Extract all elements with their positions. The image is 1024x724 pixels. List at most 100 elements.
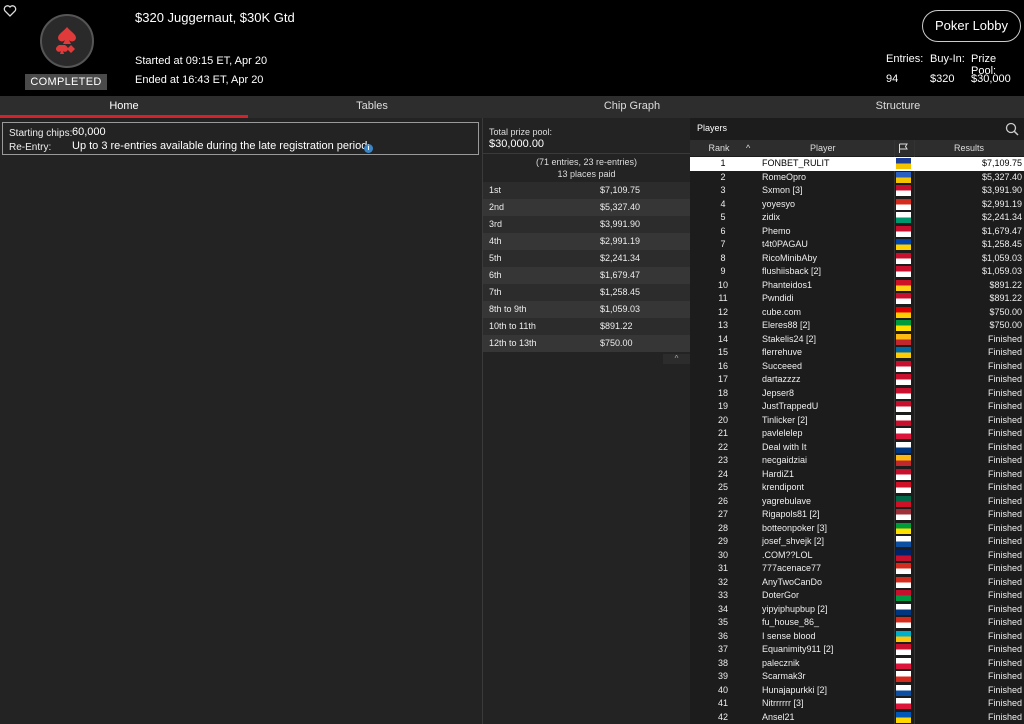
player-row[interactable]: 32 AnyTwoCanDo Finished: [690, 576, 1024, 590]
player-name: palecznik: [762, 657, 800, 668]
tab-home[interactable]: Home: [0, 96, 248, 118]
prize-row: 8th to 9th $1,059.03: [483, 301, 690, 318]
player-row[interactable]: 21 pavlelelep Finished: [690, 427, 1024, 441]
player-row[interactable]: 13 Eleres88 [2] $750.00: [690, 319, 1024, 333]
player-row[interactable]: 9 flushiisback [2] $1,059.03: [690, 265, 1024, 279]
player-row[interactable]: 20 Tinlicker [2] Finished: [690, 414, 1024, 428]
player-name: AnyTwoCanDo: [762, 576, 823, 587]
player-result: Finished: [987, 711, 1022, 722]
chevron-up-icon[interactable]: ^: [663, 354, 690, 364]
player-row[interactable]: 18 Jepser8 Finished: [690, 387, 1024, 401]
sort-asc-icon[interactable]: ^: [746, 143, 751, 153]
player-row[interactable]: 33 DoterGor Finished: [690, 589, 1024, 603]
country-flag-icon: [896, 387, 911, 399]
player-row[interactable]: 22 Deal with It Finished: [690, 441, 1024, 455]
player-row[interactable]: 26 yagrebulave Finished: [690, 495, 1024, 509]
player-row[interactable]: 7 t4t0PAGAU $1,258.45: [690, 238, 1024, 252]
country-flag-icon: [896, 698, 911, 709]
player-name: dartazzzz: [762, 374, 801, 384]
player-row[interactable]: 16 Succeeed Finished: [690, 360, 1024, 374]
player-row[interactable]: 2 RomeOpro $5,327.40: [690, 171, 1024, 185]
player-row[interactable]: 37 Equanimity911 [2] Finished: [690, 643, 1024, 657]
player-row[interactable]: 27 Rigapols81 [2] Finished: [690, 508, 1024, 522]
player-row[interactable]: 40 Hunajapurkki [2] Finished: [690, 684, 1024, 698]
rank-column-header[interactable]: Rank: [708, 143, 730, 153]
player-row[interactable]: 34 yipyiphupbup [2] Finished: [690, 603, 1024, 617]
player-row[interactable]: 14 Stakelis24 [2] Finished: [690, 333, 1024, 347]
country-flag-icon: [896, 158, 911, 169]
prize-amount: $1,258.45: [600, 287, 641, 297]
country-flag-icon: [896, 225, 911, 237]
heart-icon[interactable]: [3, 4, 17, 18]
player-column-header[interactable]: Player: [810, 143, 836, 153]
starting-chips-label: Starting chips:: [9, 128, 73, 139]
country-flag-icon: [896, 252, 911, 264]
player-row[interactable]: 28 botteonpoker [3] Finished: [690, 522, 1024, 536]
player-row[interactable]: 6 Phemo $1,679.47: [690, 225, 1024, 239]
prize-pool-value: $30,000: [971, 73, 1011, 85]
poker-lobby-button[interactable]: Poker Lobby: [922, 10, 1021, 42]
country-flag-icon: [896, 482, 911, 493]
player-row[interactable]: 30 .COM??LOL Finished: [690, 549, 1024, 563]
player-row[interactable]: 24 HardiZ1 Finished: [690, 468, 1024, 482]
country-flag-icon: [896, 306, 911, 318]
player-row[interactable]: 5 zidix $2,241.34: [690, 211, 1024, 225]
country-flag-icon: [896, 185, 911, 196]
player-rank: 23: [717, 455, 728, 465]
prize-place: 3rd: [489, 219, 503, 229]
flag-icon[interactable]: [898, 143, 908, 153]
country-flag-icon: [896, 279, 911, 291]
player-row[interactable]: 29 josef_shvejk [2] Finished: [690, 535, 1024, 549]
player-rank: 32: [717, 576, 728, 587]
players-table-header: Rank ^ Player Results: [690, 140, 1024, 156]
player-row[interactable]: 31 777acenace77 Finished: [690, 562, 1024, 576]
player-row[interactable]: 19 JustTrappedU Finished: [690, 400, 1024, 414]
tab-chip-graph[interactable]: Chip Graph: [603, 100, 661, 112]
divider: [483, 153, 690, 154]
player-name: Hunajapurkki [2]: [762, 684, 828, 695]
player-row[interactable]: 11 Pwndidi $891.22: [690, 292, 1024, 306]
player-row[interactable]: 38 palecznik Finished: [690, 657, 1024, 671]
country-flag-icon: [896, 360, 911, 372]
player-row[interactable]: 42 Ansel21 Finished: [690, 711, 1024, 724]
player-row[interactable]: 12 cube.com $750.00: [690, 306, 1024, 320]
player-result: Finished: [987, 617, 1022, 627]
player-row[interactable]: 1 FONBET_RULIT $7,109.75: [690, 157, 1024, 171]
player-row[interactable]: 8 RicoMinibAby $1,059.03: [690, 252, 1024, 266]
tab-bar: Home Tables Chip Graph Structure: [0, 96, 1024, 118]
player-row[interactable]: 15 flerrehuve Finished: [690, 346, 1024, 360]
player-rank: 18: [717, 387, 728, 398]
player-row[interactable]: 23 necgaidziai Finished: [690, 454, 1024, 468]
player-result: $7,109.75: [981, 158, 1022, 168]
player-row[interactable]: 3 Sxmon [3] $3,991.90: [690, 184, 1024, 198]
player-row[interactable]: 36 I sense blood Finished: [690, 630, 1024, 644]
player-rank: 1: [720, 158, 726, 168]
country-flag-icon: [896, 617, 911, 628]
prize-row: 2nd $5,327.40: [483, 199, 690, 216]
player-row[interactable]: 4 yoyesyo $2,991.19: [690, 198, 1024, 212]
results-column-header[interactable]: Results: [954, 143, 985, 153]
total-prize-value: $30,000.00: [489, 138, 545, 150]
player-rank: 19: [717, 401, 728, 411]
tab-tables[interactable]: Tables: [356, 100, 388, 112]
player-row[interactable]: 10 Phanteidos1 $891.22: [690, 279, 1024, 293]
country-flag-icon: [896, 657, 911, 669]
search-icon[interactable]: [1005, 122, 1019, 136]
player-row[interactable]: 35 fu_house_86_ Finished: [690, 616, 1024, 630]
player-result: Finished: [987, 509, 1022, 519]
country-flag-icon: [896, 374, 911, 385]
player-name: Rigapols81 [2]: [762, 509, 820, 519]
player-row[interactable]: 39 Scarmak3r Finished: [690, 670, 1024, 684]
prize-place: 5th: [489, 253, 502, 263]
player-name: cube.com: [762, 306, 802, 317]
prize-amount: $1,059.03: [600, 304, 641, 314]
player-row[interactable]: 17 dartazzzz Finished: [690, 373, 1024, 387]
player-row[interactable]: 25 krendipont Finished: [690, 481, 1024, 495]
player-result: $891.22: [989, 279, 1022, 290]
prize-pool-label: Prize Pool:: [971, 53, 997, 77]
player-name: RicoMinibAby: [762, 252, 818, 263]
tab-structure[interactable]: Structure: [875, 100, 921, 112]
prize-row: 12th to 13th $750.00: [483, 335, 690, 352]
player-row[interactable]: 41 Nitrrrrrr [3] Finished: [690, 697, 1024, 711]
info-icon[interactable]: i: [364, 144, 373, 153]
